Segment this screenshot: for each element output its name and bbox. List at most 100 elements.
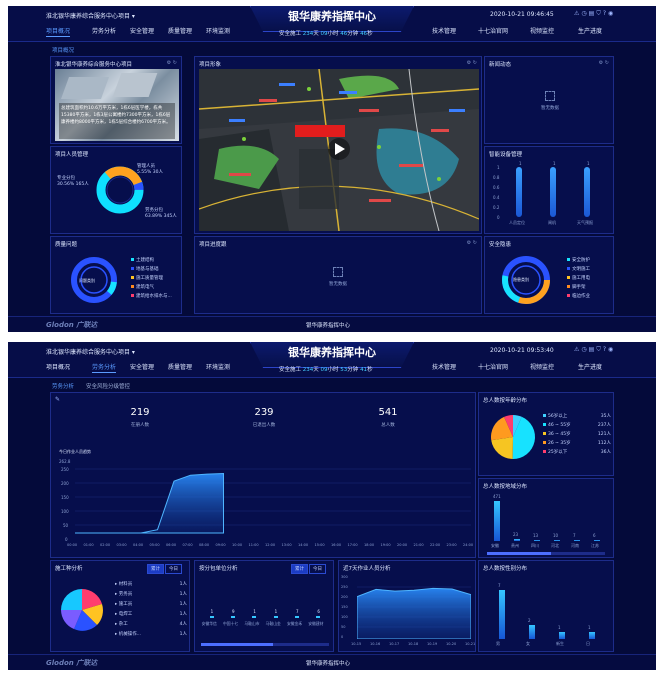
time-icon[interactable]: ◷	[581, 346, 589, 353]
worktype-row: ▸ 材料员 1人	[115, 581, 187, 591]
nav-tab-labor[interactable]: 劳务分析	[92, 364, 117, 373]
quality-legend-1: 地基与基础	[131, 266, 159, 272]
panel-title: 项目进度跟	[199, 242, 227, 248]
region-scrollbar[interactable]	[487, 552, 605, 555]
bar-value: 1	[558, 625, 561, 630]
shield-icon[interactable]: ⛉	[596, 10, 603, 17]
shield-icon[interactable]: ⛉	[596, 346, 603, 353]
quality-legend-3: 建筑电气	[131, 284, 154, 290]
nav-tab-progress[interactable]: 生产进度	[578, 364, 603, 371]
stat-exited: 239 已退出人数	[252, 407, 276, 428]
panel-title: 项目人员管理	[55, 152, 89, 158]
btn-today[interactable]: 今日	[309, 564, 326, 574]
x-tick: 20:00	[397, 543, 408, 547]
legend-management: 管理人员 5.55% 30人	[137, 164, 163, 175]
age-row: 36 ~ 45岁 121人	[543, 431, 611, 440]
empty-text: 暂无数据	[329, 282, 347, 287]
screen-icon[interactable]: ▤	[588, 346, 597, 353]
x-tick: 17:00	[347, 543, 358, 547]
x-tick: 中国十七	[223, 621, 239, 626]
x-tick: 10-17	[389, 642, 400, 646]
alert-icon[interactable]: ⚠	[574, 10, 582, 17]
nav-tab-labor[interactable]: 劳务分析	[92, 28, 117, 35]
nav-tab-overview[interactable]: 项目概况	[46, 364, 71, 371]
toolbar-icons[interactable]: ⚠◷▤⛉?◉	[574, 10, 615, 18]
legend-dot	[543, 441, 546, 444]
x-axis: 10-15 10-16 10-17 10-18 10-19 10-20 10-21	[351, 642, 475, 650]
project-selector[interactable]: 淮北银华康养综合服务中心项目 ▾	[46, 13, 135, 20]
nav-tab-video[interactable]: 视频监控	[530, 28, 555, 35]
aerial-map[interactable]	[199, 69, 479, 231]
dashboard-screenshot-1: 淮北银华康养综合服务中心项目 ▾ 银华康养指挥中心 2020-10-21 09:…	[8, 6, 656, 332]
nav-tab-video[interactable]: 视频监控	[530, 364, 555, 371]
btn-today[interactable]: 今日	[165, 564, 182, 574]
bar-value: 1	[587, 161, 590, 166]
hazard-legend-0: 安全防护	[567, 257, 590, 263]
x-tick: 安徽金禾	[287, 621, 303, 626]
panel-icons[interactable]: ⚙ ↻	[466, 60, 477, 66]
nav-tab-overview[interactable]: 项目概况	[46, 28, 71, 37]
nav-tab-environment[interactable]: 环境监测	[206, 364, 231, 371]
nav-tab-progress[interactable]: 生产进度	[578, 28, 603, 35]
panel-icons[interactable]: ⚙ ↻	[466, 240, 477, 246]
subcon-bar-chart: 1 安徽华信 9 中国十七 1 马鞍山市 1 马鞍山金 7 安徽金禾 6 安徽建材	[201, 605, 329, 635]
nav-tab-quality[interactable]: 质量管理	[168, 28, 193, 35]
quality-legend-2: 施工质量管理	[131, 275, 163, 281]
age-panel: 总人数按年龄分布 56岁以上 35人 46 ~ 55岁 237人 36 ~ 45岁 121…	[478, 392, 614, 476]
project-selector[interactable]: 淮北银华康养综合服务中心项目 ▾	[46, 349, 135, 356]
safety-counter: 安全施工 234天 09小时 53分钟 41秒	[279, 367, 373, 373]
panel-title: 智能设备管理	[489, 152, 523, 158]
x-tick: 06:00	[166, 543, 177, 547]
worktype-label: ▸ 施工员	[115, 602, 133, 607]
x-tick: 男	[496, 641, 500, 646]
x-tick: 11:00	[248, 543, 259, 547]
bar	[574, 540, 580, 541]
x-tick: 24:00	[463, 543, 474, 547]
help-icon[interactable]: ?	[602, 346, 609, 353]
screen-icon[interactable]: ▤	[588, 10, 597, 17]
bar	[316, 616, 321, 618]
edit-icon[interactable]: ✎	[55, 396, 61, 403]
panel-icons[interactable]: ⚙ ↻	[598, 60, 609, 66]
btn-cumulative[interactable]: 累计	[147, 564, 164, 574]
safety-counter: 安全施工 234天 09小时 46分钟 46秒	[279, 31, 373, 37]
sub-tab-overview[interactable]: 项目概况	[52, 48, 75, 54]
user-icon[interactable]: ◉	[608, 346, 616, 353]
x-tick: 10-15	[351, 642, 362, 646]
footer-title: 银华康养指挥中心	[306, 323, 351, 329]
y-tick: 0	[497, 215, 500, 220]
nav-tab-tech[interactable]: 技术管理	[432, 28, 457, 35]
bar	[534, 539, 540, 541]
y-tick: 0.6	[493, 185, 500, 190]
time-icon[interactable]: ◷	[581, 10, 589, 17]
nav-tab-website[interactable]: 十七治官网	[478, 364, 509, 371]
x-tick: 女	[526, 641, 530, 646]
btn-cumulative[interactable]: 累计	[291, 564, 308, 574]
bar-value: 7	[498, 583, 501, 588]
page-title: 银华康养指挥中心	[250, 6, 414, 32]
nav-tab-safety[interactable]: 安全管理	[130, 364, 155, 371]
toolbar-icons[interactable]: ⚠◷▤⛉?◉	[574, 346, 615, 354]
device-bar	[550, 167, 556, 217]
nav-tab-website[interactable]: 十七治官网	[478, 28, 509, 35]
subcon-scrollbar[interactable]	[201, 643, 329, 646]
nav-tab-quality[interactable]: 质量管理	[168, 364, 193, 371]
age-row: 46 ~ 55岁 237人	[543, 422, 611, 431]
alert-icon[interactable]: ⚠	[574, 346, 582, 353]
sub-tab-risk[interactable]: 安全风险分级管控	[86, 384, 131, 390]
nav-tab-tech[interactable]: 技术管理	[432, 364, 457, 371]
age-legend: 56岁以上 35人 46 ~ 55岁 237人 36 ~ 45岁 121人 26 ~ 35岁…	[543, 413, 611, 458]
nav-tab-safety[interactable]: 安全管理	[130, 28, 155, 35]
sub-tab-labor[interactable]: 劳务分析	[52, 384, 75, 390]
help-icon[interactable]: ?	[602, 10, 609, 17]
user-icon[interactable]: ◉	[608, 10, 616, 17]
quality-panel: 质量问题 问题类别 土建结构 地基与基础 施工质量管理 建筑电气 建筑给水排水与…	[50, 236, 182, 314]
panel-icons[interactable]: ⚙ ↻	[166, 60, 177, 66]
progress-panel: 项目进度跟 ⚙ ↻ 暂无数据	[194, 236, 482, 314]
footer: Glodon 广联达 银华康养指挥中心	[8, 316, 656, 332]
worktype-panel: 施工种分析 累计 今日 ▸ 材料员 1人 ▸ 劳务员 1人 ▸ 施工员 1人 ▸ 电焊工 1人…	[50, 560, 190, 652]
nav-tab-environment[interactable]: 环境监测	[206, 28, 231, 35]
gender-bar-chart: 7 男 2 女 1 新生 1 日	[487, 575, 607, 649]
legend-dot	[543, 414, 546, 417]
x-tick: 05:00	[149, 543, 160, 547]
